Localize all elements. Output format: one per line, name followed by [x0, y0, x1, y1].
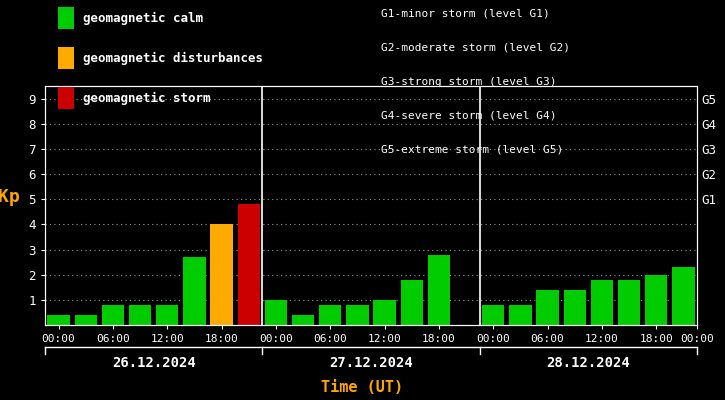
- Text: 26.12.2024: 26.12.2024: [112, 356, 196, 370]
- Bar: [347, 305, 368, 325]
- Text: Time (UT): Time (UT): [321, 380, 404, 395]
- Bar: [672, 267, 695, 325]
- Text: G3-strong storm (level G3): G3-strong storm (level G3): [381, 77, 556, 87]
- Bar: [47, 315, 70, 325]
- Bar: [373, 300, 396, 325]
- Text: G1-minor storm (level G1): G1-minor storm (level G1): [381, 9, 550, 19]
- Bar: [482, 305, 505, 325]
- Bar: [618, 280, 640, 325]
- Text: G5-extreme storm (level G5): G5-extreme storm (level G5): [381, 145, 563, 155]
- Bar: [210, 224, 233, 325]
- Bar: [591, 280, 613, 325]
- Text: G4-severe storm (level G4): G4-severe storm (level G4): [381, 111, 556, 121]
- Bar: [401, 280, 423, 325]
- Bar: [319, 305, 341, 325]
- Bar: [428, 254, 450, 325]
- Bar: [156, 305, 178, 325]
- Y-axis label: Kp: Kp: [0, 188, 20, 206]
- Bar: [536, 290, 559, 325]
- Bar: [129, 305, 152, 325]
- Bar: [265, 300, 287, 325]
- Text: G2-moderate storm (level G2): G2-moderate storm (level G2): [381, 43, 570, 53]
- Bar: [563, 290, 586, 325]
- Bar: [183, 257, 206, 325]
- Bar: [645, 275, 668, 325]
- Text: geomagnetic disturbances: geomagnetic disturbances: [83, 52, 263, 64]
- Text: 28.12.2024: 28.12.2024: [547, 356, 630, 370]
- Text: geomagnetic calm: geomagnetic calm: [83, 12, 204, 24]
- Bar: [102, 305, 124, 325]
- Bar: [238, 204, 260, 325]
- Text: 27.12.2024: 27.12.2024: [329, 356, 413, 370]
- Bar: [292, 315, 314, 325]
- Text: geomagnetic storm: geomagnetic storm: [83, 92, 211, 104]
- Bar: [75, 315, 97, 325]
- Bar: [509, 305, 531, 325]
